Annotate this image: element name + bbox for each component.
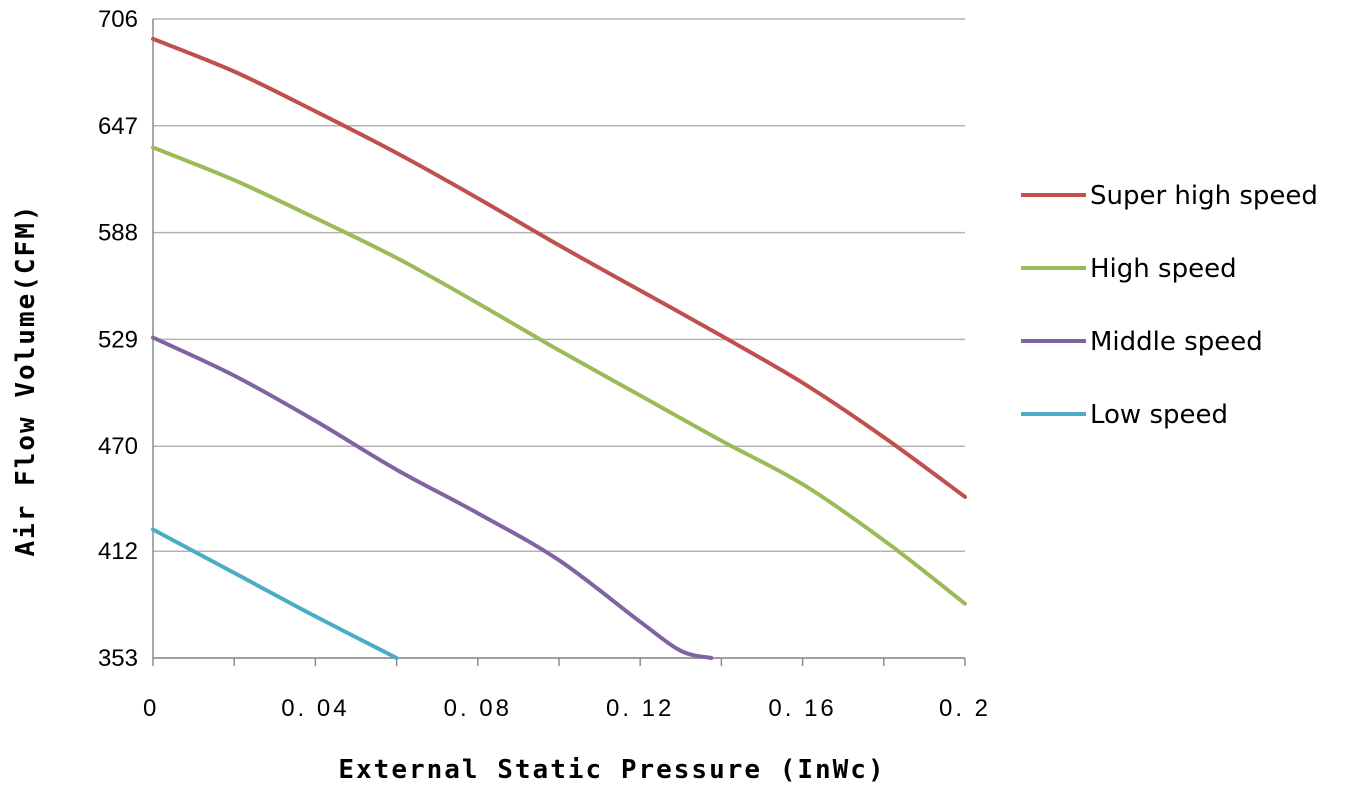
y-tick-label: 647 — [98, 113, 138, 140]
legend-label-middle-speed: Middle speed — [1090, 327, 1263, 357]
x-tick-label: 0. 2 — [939, 695, 991, 722]
y-axis-title: Air Flow Volume(CFM) — [11, 203, 41, 556]
y-tick-label: 706 — [98, 6, 138, 33]
y-tick-label: 529 — [98, 326, 138, 353]
x-tick-label: 0 — [143, 695, 159, 722]
x-tick-label: 0. 08 — [444, 695, 512, 722]
x-tick-label: 0. 12 — [606, 695, 674, 722]
legend-label-high-speed: High speed — [1090, 254, 1237, 284]
y-tick-label: 412 — [98, 538, 138, 565]
legend-label-super-high-speed: Super high speed — [1090, 181, 1318, 211]
y-tick-label: 353 — [98, 645, 138, 672]
x-tick-label: 0. 04 — [281, 695, 349, 722]
x-axis-title: External Static Pressure (InWc) — [338, 755, 885, 785]
y-tick-label: 588 — [98, 220, 138, 247]
legend-label-low-speed: Low speed — [1090, 400, 1228, 430]
x-tick-label: 0. 16 — [768, 695, 836, 722]
y-tick-label: 470 — [98, 433, 138, 460]
